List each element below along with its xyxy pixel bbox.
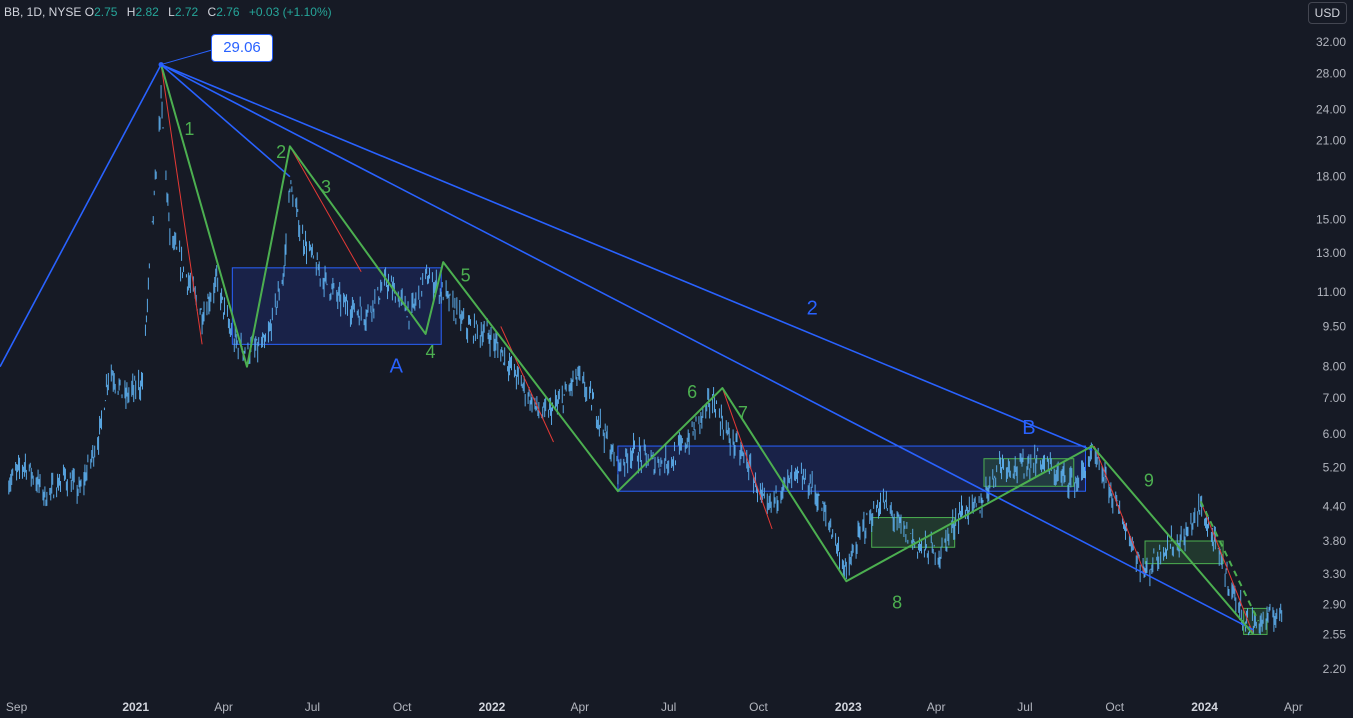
wave-label: 9 — [1144, 470, 1154, 490]
close-label: C — [207, 5, 217, 19]
y-tick-label: 8.00 — [1323, 360, 1347, 374]
wave-label: B — [1022, 417, 1035, 439]
wave-label: 5 — [461, 266, 471, 286]
low-value: 2.72 — [174, 5, 199, 19]
y-tick-label: 13.00 — [1316, 246, 1346, 260]
wave-label: 7 — [738, 403, 748, 423]
y-tick-label: 6.00 — [1323, 427, 1347, 441]
x-tick-label: 2023 — [835, 700, 862, 714]
x-tick-label: Apr — [214, 700, 233, 714]
red-wave-line — [289, 146, 362, 272]
x-tick-label: 2022 — [479, 700, 506, 714]
blue-trend-line — [160, 63, 1254, 631]
x-tick-label: Oct — [1105, 700, 1124, 714]
high-label: H — [126, 5, 136, 19]
high-value: 2.82 — [135, 5, 159, 19]
y-tick-label: 11.00 — [1317, 285, 1346, 299]
y-tick-label: 2.20 — [1323, 662, 1347, 676]
wave-label: 4 — [425, 342, 435, 362]
x-tick-label: Sep — [6, 700, 28, 714]
x-tick-label: Oct — [749, 700, 768, 714]
green-dashed-line — [1199, 500, 1260, 622]
y-tick-label: 21.00 — [1316, 134, 1346, 148]
x-tick-label: Jul — [1017, 700, 1032, 714]
open-label: O — [84, 5, 95, 19]
wave-label: 1 — [184, 119, 194, 139]
y-tick-label: 15.00 — [1316, 212, 1346, 226]
x-tick-label: Apr — [1284, 700, 1303, 714]
x-tick-label: 2024 — [1191, 700, 1218, 714]
peak-pointer-line — [160, 49, 213, 66]
peak-price-label: 29.06 — [211, 34, 273, 62]
red-wave-line — [1200, 501, 1254, 635]
blue-trend-line — [0, 64, 162, 368]
x-tick-label: Oct — [393, 700, 412, 714]
wave-label: 6 — [687, 382, 697, 402]
red-wave-line — [500, 326, 554, 443]
wave-label: 3 — [321, 177, 331, 197]
currency-button[interactable]: USD — [1307, 2, 1347, 24]
x-tick-label: Jul — [305, 700, 320, 714]
y-tick-label: 7.00 — [1323, 391, 1347, 405]
wave-label: 8 — [892, 592, 902, 612]
x-tick-label: Apr — [570, 700, 589, 714]
red-wave-line — [1093, 445, 1146, 575]
y-tick-label: 4.40 — [1323, 500, 1347, 514]
y-tick-label: 24.00 — [1316, 102, 1346, 116]
wave-label: 2 — [276, 142, 286, 162]
y-tick-label: 18.00 — [1316, 170, 1346, 184]
x-tick-label: Jul — [661, 700, 676, 714]
wave-label: A — [390, 356, 404, 378]
red-wave-line — [721, 387, 773, 530]
change-value: +0.03 (+1.10%) — [248, 5, 332, 19]
blue-trend-line — [160, 63, 1093, 451]
symbol-header: BB, 1D, NYSE O2.75 H2.82 L2.72 C2.76 +0.… — [4, 5, 338, 19]
close-value: 2.76 — [216, 5, 240, 19]
red-wave-line — [160, 64, 203, 345]
low-label: L — [168, 5, 175, 19]
y-tick-label: 3.30 — [1323, 567, 1347, 581]
y-tick-label: 2.90 — [1323, 597, 1347, 611]
y-tick-label: 32.00 — [1316, 35, 1346, 49]
green-wave-line — [160, 64, 1255, 636]
y-tick-label: 28.00 — [1316, 66, 1346, 80]
blue-trend-line — [160, 63, 291, 178]
x-tick-label: 2021 — [122, 700, 149, 714]
x-tick-label: Apr — [927, 700, 946, 714]
y-tick-label: 3.80 — [1323, 534, 1347, 548]
y-tick-label: 9.50 — [1323, 319, 1347, 333]
y-tick-label: 2.55 — [1323, 627, 1347, 641]
y-tick-label: 5.20 — [1323, 461, 1347, 475]
wave-label: 2 — [807, 297, 818, 319]
open-value: 2.75 — [94, 5, 118, 19]
peak-marker — [158, 62, 164, 68]
symbol-label: BB, 1D, NYSE — [4, 5, 82, 19]
